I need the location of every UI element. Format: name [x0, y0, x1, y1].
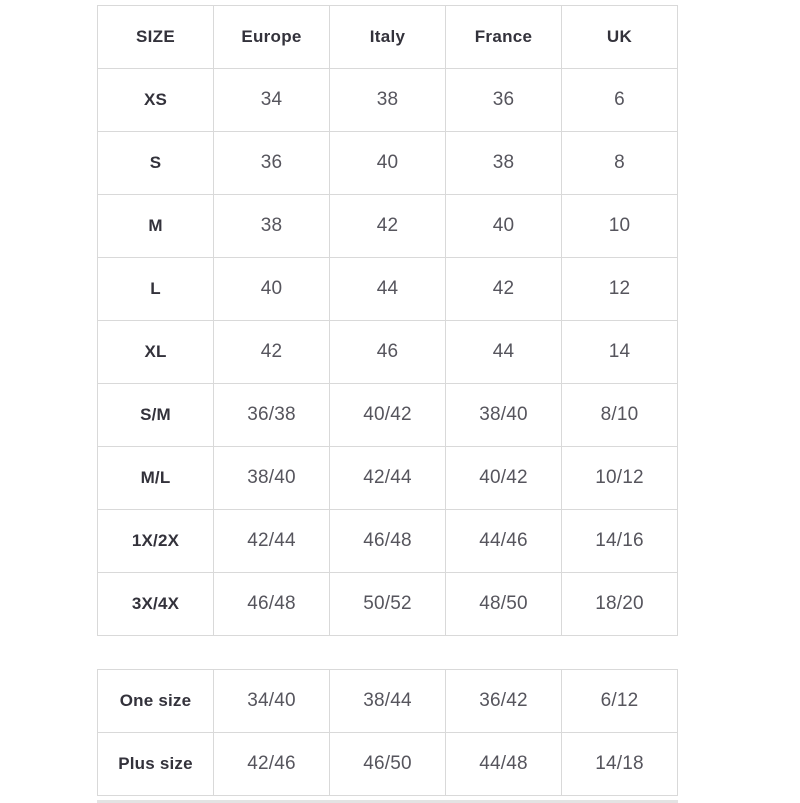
table-row-s-m: S/M 36/38 40/42 38/40 8/10 — [97, 383, 678, 447]
cell-france: 36 — [445, 68, 562, 132]
table-row-m: M 38 42 40 10 — [97, 194, 678, 258]
cell-uk: 12 — [561, 257, 678, 321]
cell-italy: 46 — [329, 320, 446, 384]
cell-europe: 36 — [213, 131, 330, 195]
cell-italy: 40/42 — [329, 383, 446, 447]
cell-uk: 14 — [561, 320, 678, 384]
cell-italy: 38 — [329, 68, 446, 132]
cell-italy: 38/44 — [329, 669, 446, 733]
cell-france: 48/50 — [445, 572, 562, 636]
cell-uk: 14/16 — [561, 509, 678, 573]
cell-europe: 42/46 — [213, 732, 330, 796]
table-row-m-l: M/L 38/40 42/44 40/42 10/12 — [97, 446, 678, 510]
cell-uk: 18/20 — [561, 572, 678, 636]
table-row-l: L 40 44 42 12 — [97, 257, 678, 321]
cell-italy: 42/44 — [329, 446, 446, 510]
special-sizes-table: One size 34/40 38/44 36/42 6/12 Plus siz… — [97, 669, 678, 796]
cell-europe: 34 — [213, 68, 330, 132]
cell-europe: 46/48 — [213, 572, 330, 636]
cell-uk: 6 — [561, 68, 678, 132]
cell-uk: 8 — [561, 131, 678, 195]
cell-france: 44 — [445, 320, 562, 384]
table-row-one-size: One size 34/40 38/44 36/42 6/12 — [97, 669, 678, 733]
cell-france: 42 — [445, 257, 562, 321]
cell-europe: 38 — [213, 194, 330, 258]
cell-uk: 10 — [561, 194, 678, 258]
row-label: M — [97, 194, 214, 258]
cell-uk: 14/18 — [561, 732, 678, 796]
table-spacer — [97, 636, 678, 669]
cell-italy: 46/50 — [329, 732, 446, 796]
cell-france: 44/46 — [445, 509, 562, 573]
column-header-size: SIZE — [97, 5, 214, 69]
cell-france: 38 — [445, 131, 562, 195]
row-label: 3X/4X — [97, 572, 214, 636]
column-header-europe: Europe — [213, 5, 330, 69]
cell-europe: 38/40 — [213, 446, 330, 510]
column-header-uk: UK — [561, 5, 678, 69]
cell-italy: 50/52 — [329, 572, 446, 636]
row-label: 1X/2X — [97, 509, 214, 573]
cell-italy: 40 — [329, 131, 446, 195]
table-row-xs: XS 34 38 36 6 — [97, 68, 678, 132]
row-label: M/L — [97, 446, 214, 510]
cell-uk: 8/10 — [561, 383, 678, 447]
table-row-1x-2x: 1X/2X 42/44 46/48 44/46 14/16 — [97, 509, 678, 573]
row-label: XL — [97, 320, 214, 384]
cell-italy: 44 — [329, 257, 446, 321]
cell-europe: 36/38 — [213, 383, 330, 447]
cell-europe: 42 — [213, 320, 330, 384]
cell-europe: 34/40 — [213, 669, 330, 733]
table-header-row: SIZE Europe Italy France UK — [97, 5, 678, 69]
cell-france: 38/40 — [445, 383, 562, 447]
size-conversion-table: SIZE Europe Italy France UK XS 34 38 36 … — [97, 5, 678, 636]
table-row-xl: XL 42 46 44 14 — [97, 320, 678, 384]
cell-europe: 42/44 — [213, 509, 330, 573]
table-row-3x-4x: 3X/4X 46/48 50/52 48/50 18/20 — [97, 572, 678, 636]
row-label: Plus size — [97, 732, 214, 796]
cell-europe: 40 — [213, 257, 330, 321]
row-label: One size — [97, 669, 214, 733]
size-chart-page: SIZE Europe Italy France UK XS 34 38 36 … — [97, 5, 678, 803]
row-label: S/M — [97, 383, 214, 447]
row-label: L — [97, 257, 214, 321]
cell-france: 40/42 — [445, 446, 562, 510]
cell-france: 40 — [445, 194, 562, 258]
column-header-italy: Italy — [329, 5, 446, 69]
cell-france: 44/48 — [445, 732, 562, 796]
table-row-plus-size: Plus size 42/46 46/50 44/48 14/18 — [97, 732, 678, 796]
cell-italy: 42 — [329, 194, 446, 258]
cell-italy: 46/48 — [329, 509, 446, 573]
row-label: S — [97, 131, 214, 195]
column-header-france: France — [445, 5, 562, 69]
cell-france: 36/42 — [445, 669, 562, 733]
table-row-s: S 36 40 38 8 — [97, 131, 678, 195]
cell-uk: 6/12 — [561, 669, 678, 733]
row-label: XS — [97, 68, 214, 132]
cell-uk: 10/12 — [561, 446, 678, 510]
